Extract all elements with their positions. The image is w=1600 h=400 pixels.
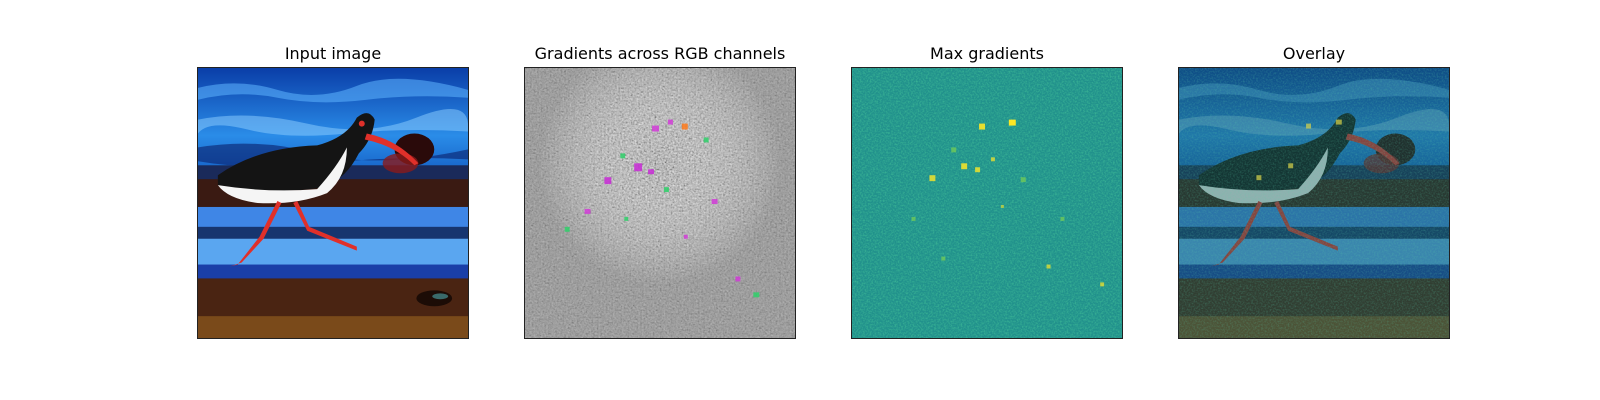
overlay-image	[1178, 67, 1450, 339]
max-gradients-svg	[852, 68, 1122, 338]
max-gradients-image	[851, 67, 1123, 339]
panel-title: Overlay	[1282, 44, 1346, 63]
bird-photo-svg	[198, 68, 468, 338]
gradients-rgb-svg	[525, 68, 795, 338]
panel-title: Gradients across RGB channels	[534, 44, 786, 63]
panel-title: Max gradients	[930, 44, 1044, 63]
input-image	[197, 67, 469, 339]
panel-max-gradients: Max gradients	[851, 0, 1123, 400]
overlay-svg	[1179, 68, 1449, 338]
panel-gradients-rgb: Gradients across RGB channels	[524, 0, 796, 400]
panel-input-image: Input image	[197, 0, 469, 400]
panel-title: Input image	[284, 44, 382, 63]
panel-overlay: Overlay	[1178, 0, 1450, 400]
gradients-rgb-image	[524, 67, 796, 339]
